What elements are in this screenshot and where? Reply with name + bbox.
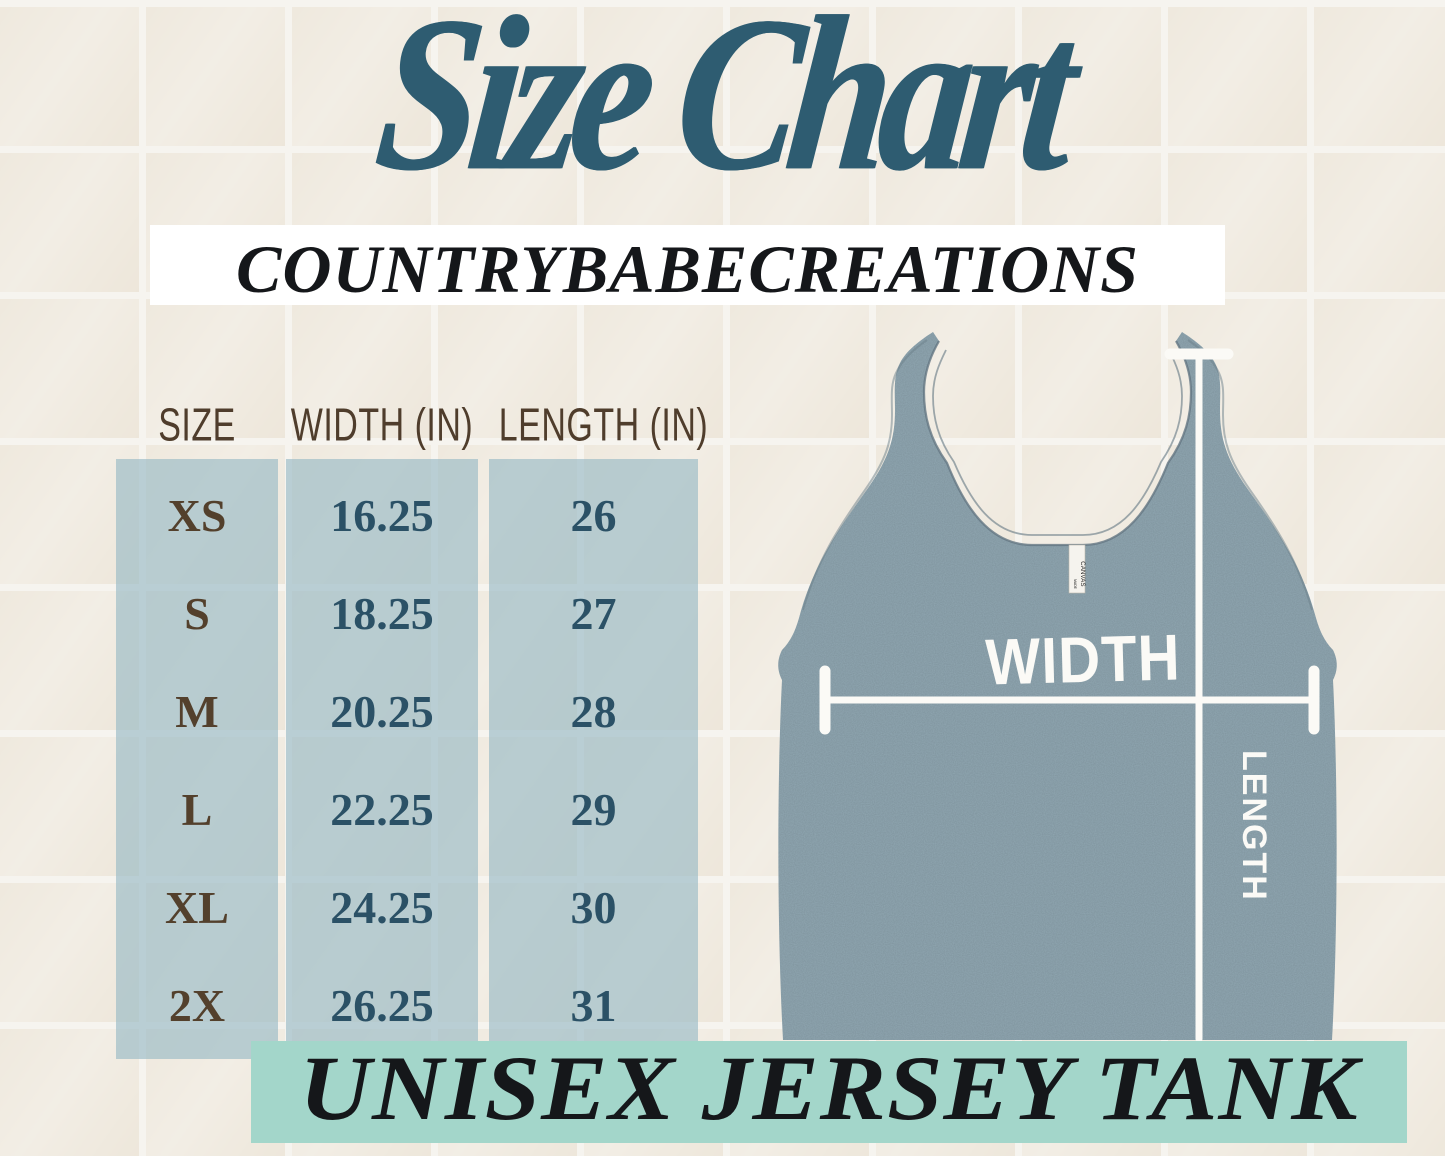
svg-text:MADE: MADE [1073,579,1077,590]
svg-text:WIDTH: WIDTH [985,621,1182,699]
svg-text:LENGTH: LENGTH [1235,750,1273,902]
svg-text:CANVAS: CANVAS [1079,561,1085,586]
